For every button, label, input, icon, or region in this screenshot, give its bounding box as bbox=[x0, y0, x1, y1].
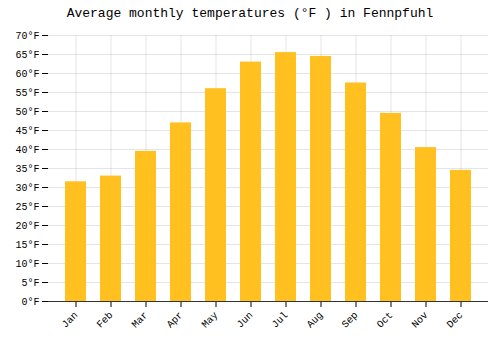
svg-text:30°F: 30°F bbox=[15, 183, 39, 194]
svg-text:Nov: Nov bbox=[410, 310, 431, 331]
svg-text:60°F: 60°F bbox=[15, 69, 39, 80]
svg-text:Apr: Apr bbox=[165, 310, 186, 331]
svg-text:Dec: Dec bbox=[445, 310, 466, 331]
svg-text:Jun: Jun bbox=[235, 310, 256, 331]
svg-text:Jul: Jul bbox=[270, 310, 291, 331]
svg-text:Oct: Oct bbox=[375, 310, 396, 331]
svg-text:0°F: 0°F bbox=[21, 297, 39, 308]
svg-text:70°F: 70°F bbox=[15, 31, 39, 42]
svg-text:20°F: 20°F bbox=[15, 221, 39, 232]
svg-text:10°F: 10°F bbox=[15, 259, 39, 270]
svg-text:25°F: 25°F bbox=[15, 202, 39, 213]
svg-text:Jan: Jan bbox=[60, 310, 81, 331]
svg-text:35°F: 35°F bbox=[15, 164, 39, 175]
svg-text:15°F: 15°F bbox=[15, 240, 39, 251]
svg-text:Sep: Sep bbox=[340, 310, 361, 331]
svg-text:May: May bbox=[200, 310, 221, 331]
html-text:Average monthly temperatures (: Average monthly temperatures (°F ) in Fe… bbox=[66, 6, 434, 21]
svg-text:65°F: 65°F bbox=[15, 50, 39, 61]
svg-text:55°F: 55°F bbox=[15, 88, 39, 99]
svg-text:Feb: Feb bbox=[95, 310, 116, 331]
svg-text:50°F: 50°F bbox=[15, 107, 39, 118]
svg-text:5°F: 5°F bbox=[21, 278, 39, 289]
svg-text:40°F: 40°F bbox=[15, 145, 39, 156]
svg-text:Aug: Aug bbox=[305, 310, 326, 331]
svg-text:Mar: Mar bbox=[130, 310, 151, 331]
svg-text:45°F: 45°F bbox=[15, 126, 39, 137]
